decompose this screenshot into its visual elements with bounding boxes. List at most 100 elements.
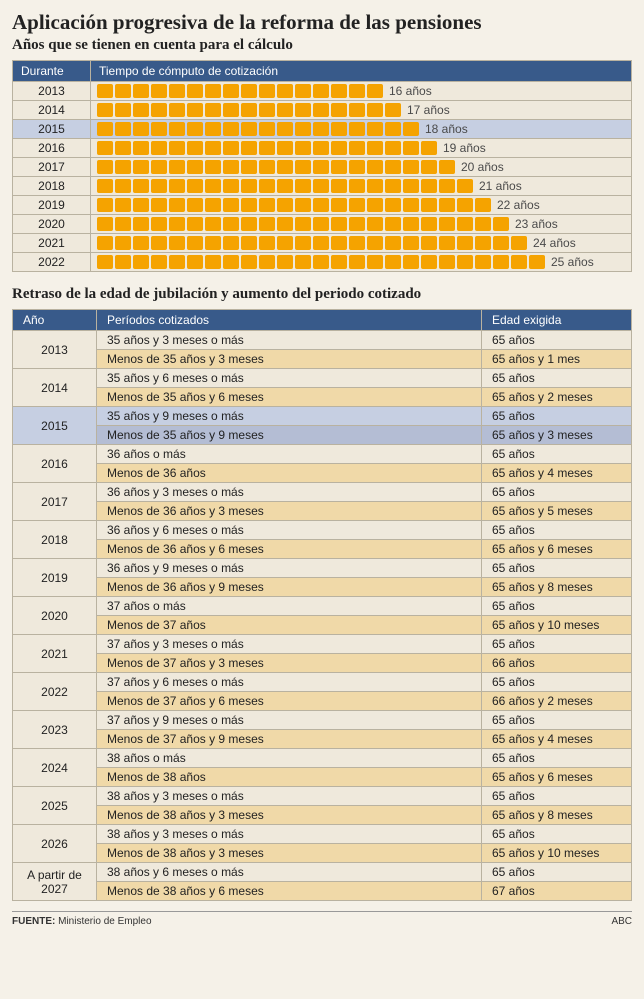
bar-block <box>151 160 167 174</box>
bar-block <box>331 198 347 212</box>
bar-block <box>475 255 491 269</box>
s2-row-b: Menos de 35 años y 6 meses65 años y 2 me… <box>13 388 632 407</box>
bar-block <box>223 217 239 231</box>
bar-block <box>223 103 239 117</box>
s2-age-cell: 65 años <box>482 635 632 654</box>
s1-bar-cell: 17 años <box>91 101 632 120</box>
bar-block <box>277 179 293 193</box>
bar-block <box>187 160 203 174</box>
bar-block <box>439 160 455 174</box>
s1-year-cell: 2019 <box>13 196 91 215</box>
bar-block <box>403 160 419 174</box>
bar-block <box>259 103 275 117</box>
bar-block <box>313 236 329 250</box>
s2-row-b: Menos de 37 años y 3 meses66 años <box>13 654 632 673</box>
s2-age-cell: 66 años y 2 meses <box>482 692 632 711</box>
bar-block <box>331 179 347 193</box>
bar-block <box>133 198 149 212</box>
s2-row-b: Menos de 36 años y 3 meses65 años y 5 me… <box>13 502 632 521</box>
bar-block <box>457 217 473 231</box>
s2-year-group: 202337 años y 9 meses o más65 añosMenos … <box>13 711 632 749</box>
bar-block <box>223 141 239 155</box>
bar-block <box>133 255 149 269</box>
s2-age-cell: 65 años <box>482 863 632 882</box>
s1-bar-cell: 21 años <box>91 177 632 196</box>
s2-row-a: 202237 años y 6 meses o más65 años <box>13 673 632 692</box>
bar-block <box>313 84 329 98</box>
s2-row-a: 202438 años o más65 años <box>13 749 632 768</box>
s2-age-cell: 65 años y 5 meses <box>482 502 632 521</box>
s1-row: 201619 años <box>13 139 632 158</box>
bar-block <box>367 236 383 250</box>
bar-block <box>385 103 401 117</box>
bar-block <box>223 198 239 212</box>
bar-block <box>205 255 221 269</box>
bar-block <box>349 160 365 174</box>
bar-block <box>349 198 365 212</box>
bar-block <box>403 179 419 193</box>
s2-period-cell: 37 años y 3 meses o más <box>97 635 482 654</box>
bar-block <box>115 198 131 212</box>
bar-block <box>259 198 275 212</box>
s2-age-cell: 65 años y 2 meses <box>482 388 632 407</box>
s2-year-group: 202538 años y 3 meses o más65 añosMenos … <box>13 787 632 825</box>
bar-block <box>97 141 113 155</box>
s2-row-a: 201936 años y 9 meses o más65 años <box>13 559 632 578</box>
bar-block <box>349 84 365 98</box>
s1-year-cell: 2018 <box>13 177 91 196</box>
s2-period-cell: Menos de 37 años y 9 meses <box>97 730 482 749</box>
bar-block <box>421 236 437 250</box>
bar-block <box>241 255 257 269</box>
bar-block <box>493 217 509 231</box>
s2-period-cell: Menos de 38 años y 3 meses <box>97 806 482 825</box>
s2-row-b: Menos de 36 años y 9 meses65 años y 8 me… <box>13 578 632 597</box>
bar-block <box>385 236 401 250</box>
s1-year-cell: 2013 <box>13 82 91 101</box>
bar-block <box>367 217 383 231</box>
bar-block <box>421 141 437 155</box>
bar-block <box>133 160 149 174</box>
bar-block <box>277 217 293 231</box>
bar-block <box>259 179 275 193</box>
bar-block <box>205 103 221 117</box>
bar-block <box>331 103 347 117</box>
bar-block <box>223 255 239 269</box>
bar-block <box>151 103 167 117</box>
bar-block <box>349 255 365 269</box>
bar-label: 18 años <box>425 122 468 136</box>
bar-block <box>133 103 149 117</box>
bar-block <box>277 198 293 212</box>
bar-block <box>349 236 365 250</box>
s2-year-cell: 2020 <box>13 597 97 635</box>
s2-year-group: 201836 años y 6 meses o más65 añosMenos … <box>13 521 632 559</box>
section2-subtitle: Retraso de la edad de jubilación y aumen… <box>12 286 632 303</box>
s1-row: 201922 años <box>13 196 632 215</box>
s2-row-b: Menos de 38 años y 6 meses67 años <box>13 882 632 901</box>
s2-period-cell: 38 años y 6 meses o más <box>97 863 482 882</box>
s2-period-cell: Menos de 36 años y 6 meses <box>97 540 482 559</box>
bar-block <box>403 122 419 136</box>
bar-block <box>259 160 275 174</box>
bar-block <box>187 236 203 250</box>
bar-block <box>187 255 203 269</box>
s1-bar-cell: 16 años <box>91 82 632 101</box>
s2-row-b: Menos de 37 años65 años y 10 meses <box>13 616 632 635</box>
s2-year-cell: 2022 <box>13 673 97 711</box>
s2-age-cell: 65 años <box>482 749 632 768</box>
bar-block <box>439 255 455 269</box>
bar-block <box>205 122 221 136</box>
s2-age-cell: 65 años <box>482 483 632 502</box>
bar-block <box>439 236 455 250</box>
s2-year-group: A partir de 202738 años y 6 meses o más6… <box>13 863 632 901</box>
bar-block <box>97 217 113 231</box>
bar-block <box>367 141 383 155</box>
bar-block <box>187 141 203 155</box>
bar-block <box>205 217 221 231</box>
s1-bar-cell: 22 años <box>91 196 632 215</box>
bar-block <box>169 236 185 250</box>
s2-period-cell: 37 años o más <box>97 597 482 616</box>
bar-block <box>313 255 329 269</box>
s2-period-cell: Menos de 35 años y 6 meses <box>97 388 482 407</box>
s1-row: 202023 años <box>13 215 632 234</box>
s1-bar-cell: 19 años <box>91 139 632 158</box>
